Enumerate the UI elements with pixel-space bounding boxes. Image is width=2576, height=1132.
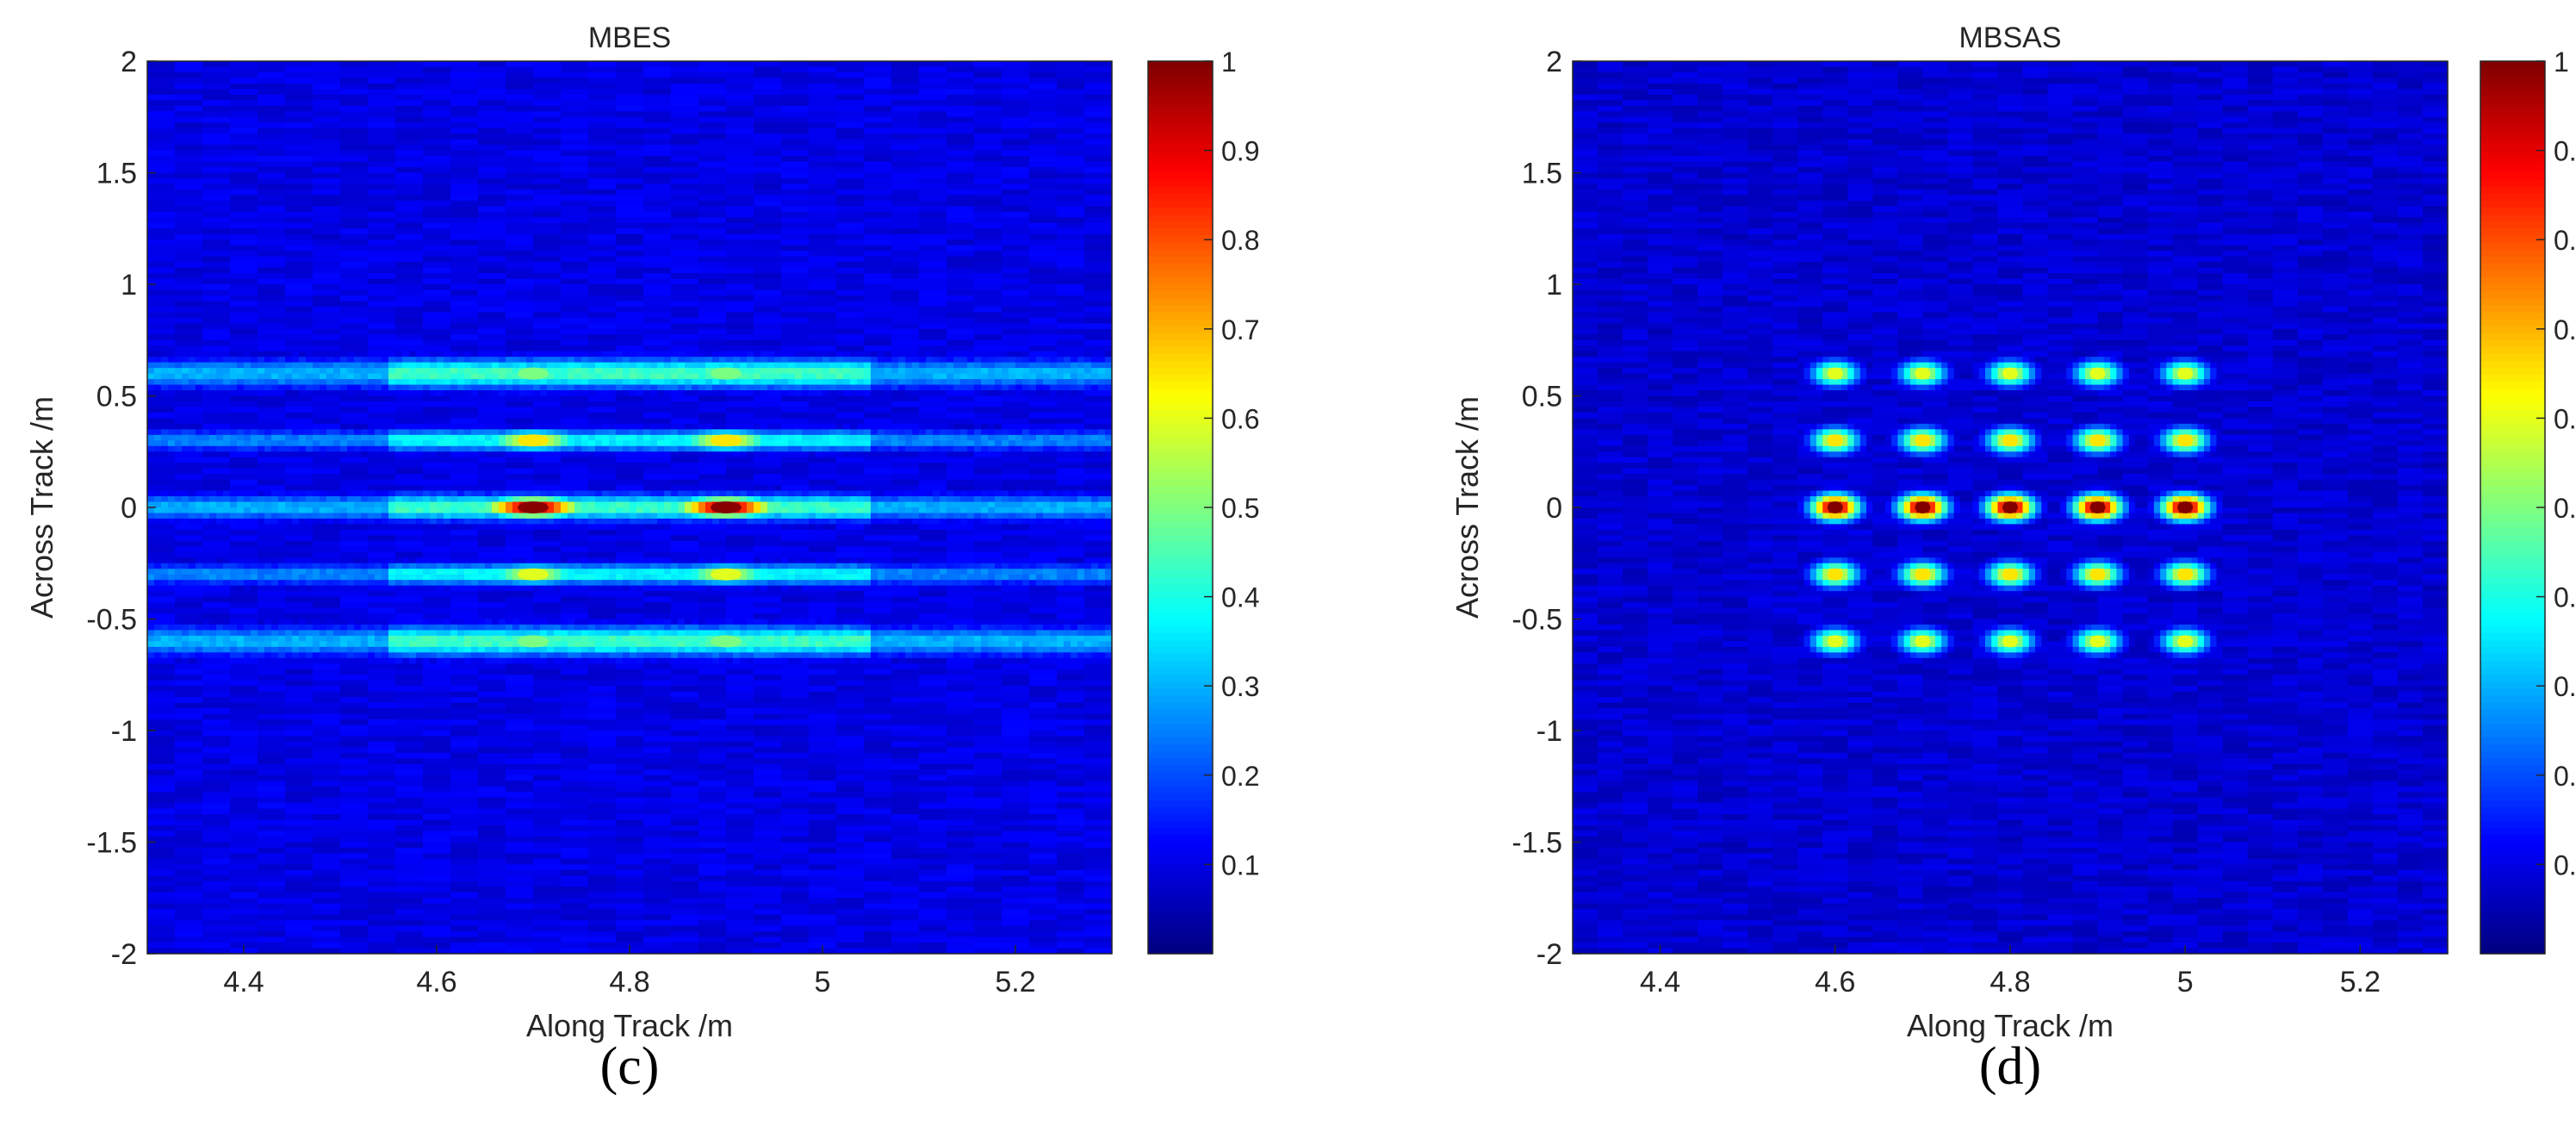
peak-mark — [711, 368, 742, 380]
peak-mark — [711, 434, 742, 446]
chart-title: MBES — [588, 22, 671, 54]
colorbar-tick-label: 0.7 — [1221, 314, 1259, 345]
peak-mark — [1828, 635, 1843, 647]
colorbar-tick-label: 0.5 — [1221, 493, 1259, 524]
colorbar-tick-label: 0.3 — [2554, 671, 2576, 702]
peak-mark — [2090, 635, 2106, 647]
peak-mark — [711, 501, 742, 513]
y-tick-label: -1.5 — [86, 827, 137, 860]
peak-mark — [1828, 434, 1843, 446]
heatmap-image — [147, 61, 1113, 955]
x-tick-label: 4.8 — [609, 966, 649, 998]
colorbar-tick-label: 0.2 — [2554, 761, 2576, 792]
y-tick-label: 1.5 — [96, 158, 137, 190]
panel-mbsas: 4.4 4.6 4.8 5 5.2 -2 -1.5 -1 -0.5 0 0.5 1 1.5 2 MBSAS A… — [1449, 22, 2576, 1096]
peak-mark — [2002, 569, 2018, 581]
y-tick-label: -1.5 — [1511, 827, 1562, 860]
colorbar-tick-label: 0.6 — [1221, 403, 1259, 434]
peak-mark — [711, 569, 742, 581]
peak-mark — [518, 434, 549, 446]
colorbar-tick-label: 0.8 — [1221, 225, 1259, 256]
x-tick-label: 5 — [815, 966, 831, 998]
colorbar — [1148, 61, 1213, 955]
peak-mark — [1915, 635, 1930, 647]
colorbar-tick-label: 0.5 — [2554, 493, 2576, 524]
colorbar-tick-label: 0.7 — [2554, 314, 2576, 345]
peak-mark — [711, 635, 742, 647]
y-tick-label: 2 — [121, 46, 137, 78]
colorbar-tick-label: 0.6 — [2554, 403, 2576, 434]
x-tick-label: 4.4 — [223, 966, 264, 998]
peak-mark — [518, 501, 549, 513]
peak-mark — [518, 569, 549, 581]
y-tick-label: 0 — [1546, 492, 1562, 525]
peak-mark — [1915, 368, 1930, 380]
y-tick-label: -2 — [111, 938, 137, 971]
y-axis-label: Across Track /m — [1449, 396, 1485, 619]
x-tick-label: 5 — [2177, 966, 2194, 998]
y-tick-label: 1 — [121, 269, 137, 302]
peak-mark — [1828, 501, 1843, 513]
peak-mark — [1915, 501, 1930, 513]
panel-caption: (d) — [1979, 1037, 2041, 1096]
y-tick-label: -1 — [111, 715, 137, 748]
colorbar — [2480, 61, 2545, 955]
peak-mark — [2090, 368, 2106, 380]
peak-mark — [1828, 569, 1843, 581]
colorbar-tick-label: 1 — [2554, 47, 2569, 78]
panel-caption: (c) — [600, 1037, 660, 1096]
colorbar-tick-label: 0.1 — [1221, 849, 1259, 880]
y-tick-label: 0.5 — [96, 381, 137, 414]
peak-mark — [2090, 434, 2106, 446]
y-tick-label: 0.5 — [1522, 381, 1562, 414]
colorbar-tick-label: 0.9 — [2554, 136, 2576, 167]
peak-mark — [2177, 501, 2193, 513]
peak-mark — [2002, 501, 2018, 513]
peak-mark — [2177, 569, 2193, 581]
x-tick-label: 5.2 — [2340, 966, 2380, 998]
y-tick-label: 0 — [121, 492, 137, 525]
peak-mark — [2090, 569, 2106, 581]
panel-mbes: 4.4 4.6 4.8 5 5.2-2-1.5-1-0.500.511.52MBESAl… — [24, 22, 1259, 1096]
colorbar-tick-label: 0.4 — [2554, 582, 2576, 613]
peak-mark — [1915, 434, 1930, 446]
y-tick-label: -0.5 — [86, 604, 137, 637]
y-tick-label: -1 — [1536, 715, 1562, 748]
peak-mark — [518, 368, 549, 380]
chart-title: MBSAS — [1958, 22, 2061, 54]
colorbar-tick-label: 0.8 — [2554, 225, 2576, 256]
x-tick-label: 4.4 — [1640, 966, 1680, 998]
y-tick-label: 1.5 — [1522, 158, 1562, 190]
peak-mark — [518, 635, 549, 647]
colorbar-tick-label: 1 — [1221, 47, 1237, 78]
peak-mark — [2002, 635, 2018, 647]
y-axis-label: Across Track /m — [24, 396, 59, 619]
x-tick-label: 4.6 — [416, 966, 456, 998]
colorbar-tick-label: 0.9 — [1221, 136, 1259, 167]
peak-mark — [2177, 368, 2193, 380]
peak-mark — [2002, 368, 2018, 380]
y-tick-label: -0.5 — [1511, 604, 1562, 637]
peak-mark — [2002, 434, 2018, 446]
colorbar-tick-label: 0.2 — [1221, 761, 1259, 792]
colorbar-tick-label: 0.4 — [1221, 582, 1259, 613]
peak-mark — [1915, 569, 1930, 581]
y-tick-label: 2 — [1546, 46, 1562, 78]
peak-mark — [2177, 434, 2193, 446]
x-tick-label: 4.8 — [1989, 966, 2030, 998]
peak-mark — [1828, 368, 1843, 380]
peak-mark — [2177, 635, 2193, 647]
x-tick-label: 5.2 — [995, 966, 1035, 998]
y-tick-label: 1 — [1546, 269, 1562, 302]
peak-mark — [2090, 501, 2106, 513]
x-tick-label: 4.6 — [1815, 966, 1855, 998]
y-tick-label: -2 — [1536, 938, 1562, 971]
colorbar-tick-label: 0.3 — [1221, 671, 1259, 702]
colorbar-tick-label: 0.1 — [2554, 849, 2576, 880]
